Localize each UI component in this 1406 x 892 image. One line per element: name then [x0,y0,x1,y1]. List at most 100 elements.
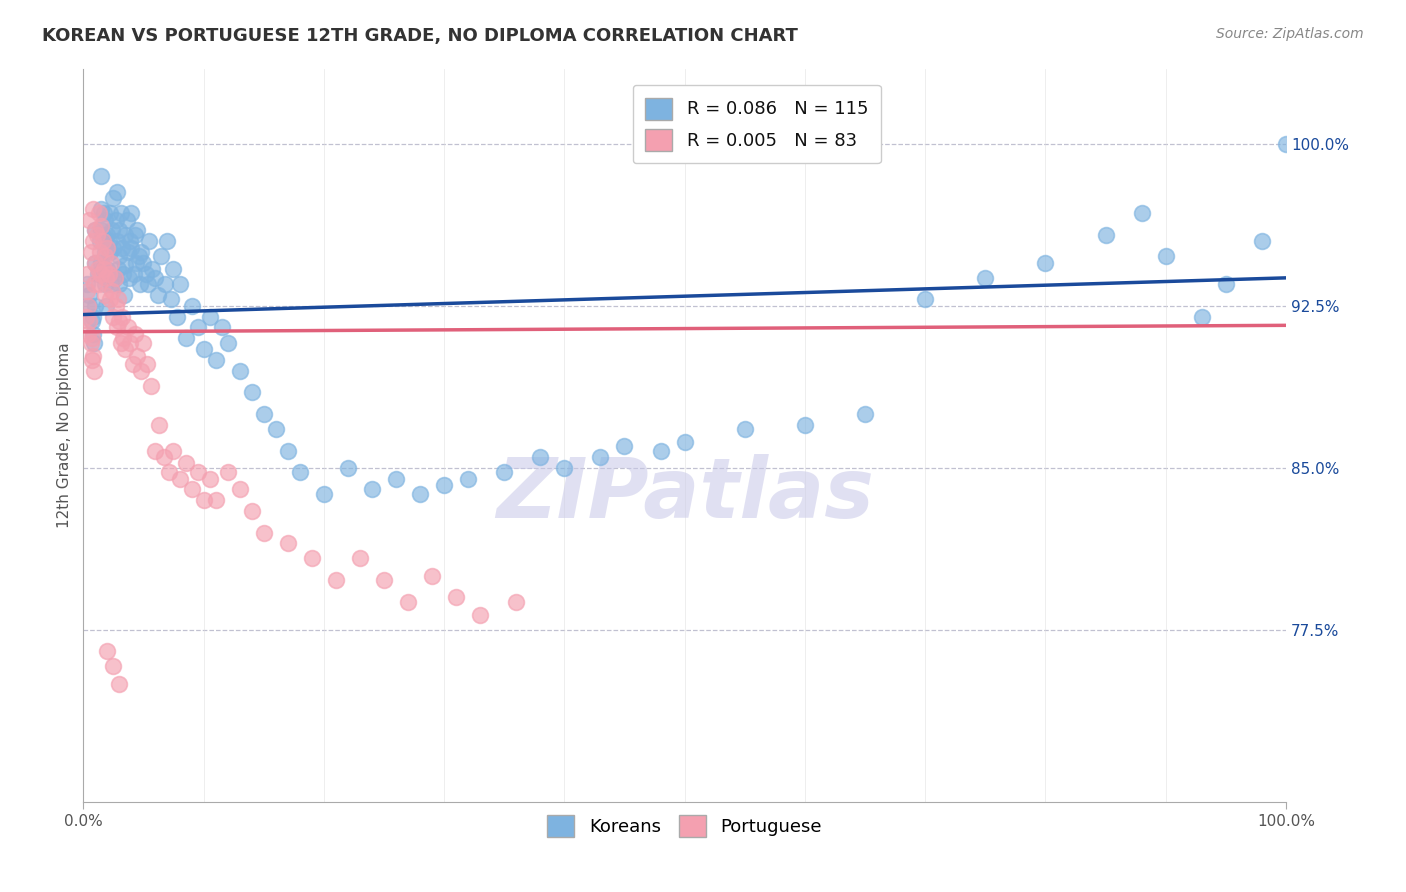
Point [97,234,120,248]
Point [505,594,527,608]
Point [129,364,152,378]
Point [277,443,299,458]
Point [96,644,118,658]
Point [253,407,276,421]
Point [103,270,125,285]
Point [76,277,98,292]
Point [79,299,101,313]
Point [166,310,188,324]
Point [132,256,155,270]
Point [162,262,184,277]
Point [108,676,131,690]
Point [94,244,117,259]
Point [104,212,127,227]
Point [120,234,142,248]
Point [180,483,202,497]
Point [187,320,209,334]
Point [107,293,129,307]
Point [93,262,115,277]
Point [974,270,997,285]
Point [96,227,118,242]
Point [76,267,98,281]
Point [79,314,101,328]
Point [103,659,125,673]
Point [193,342,215,356]
Point [228,364,250,378]
Point [91,227,114,242]
Point [125,256,148,270]
Point [373,573,395,587]
Point [94,270,117,285]
Point [82,326,104,341]
Point [103,191,125,205]
Point [107,262,129,277]
Point [217,465,239,479]
Point [1094,227,1116,242]
Point [148,417,170,432]
Point [87,277,110,292]
Point [336,460,359,475]
Point [301,551,323,566]
Point [529,450,551,464]
Point [90,169,112,184]
Point [153,277,176,292]
Point [853,407,876,421]
Point [90,219,112,233]
Point [174,457,197,471]
Point [1035,256,1057,270]
Point [198,310,221,324]
Point [160,293,183,307]
Point [494,465,516,479]
Text: KOREAN VS PORTUGUESE 12TH GRADE, NO DIPLOMA CORRELATION CHART: KOREAN VS PORTUGUESE 12TH GRADE, NO DIPL… [42,27,799,45]
Point [82,202,104,216]
Point [1154,249,1177,263]
Point [84,223,107,237]
Point [1251,234,1274,248]
Point [79,335,101,350]
Point [114,342,136,356]
Point [79,244,101,259]
Point [277,536,299,550]
Point [103,241,125,255]
Point [94,299,117,313]
Point [169,471,191,485]
Point [84,256,107,270]
Point [108,277,131,292]
Point [80,314,103,328]
Point [94,212,117,227]
Point [211,320,233,334]
Point [117,320,139,334]
Point [128,277,150,292]
Point [105,185,128,199]
Point [108,223,131,237]
Point [396,594,419,608]
Point [613,439,636,453]
Point [114,258,136,272]
Point [204,352,226,367]
Point [96,262,118,277]
Point [162,443,184,458]
Text: ZIPatlas: ZIPatlas [496,454,873,534]
Point [157,465,180,479]
Point [145,270,167,285]
Point [793,417,815,432]
Point [87,206,110,220]
Point [90,223,112,237]
Point [132,335,155,350]
Point [100,256,122,270]
Point [217,335,239,350]
Point [83,364,105,378]
Point [103,310,125,324]
Point [94,277,117,292]
Legend: Koreans, Portuguese: Koreans, Portuguese [540,808,830,845]
Point [1191,310,1213,324]
Point [193,493,215,508]
Point [174,331,197,345]
Point [420,568,443,582]
Point [145,443,167,458]
Point [650,443,672,458]
Point [361,483,384,497]
Point [111,241,134,255]
Point [110,335,132,350]
Text: Source: ZipAtlas.com: Source: ZipAtlas.com [1216,27,1364,41]
